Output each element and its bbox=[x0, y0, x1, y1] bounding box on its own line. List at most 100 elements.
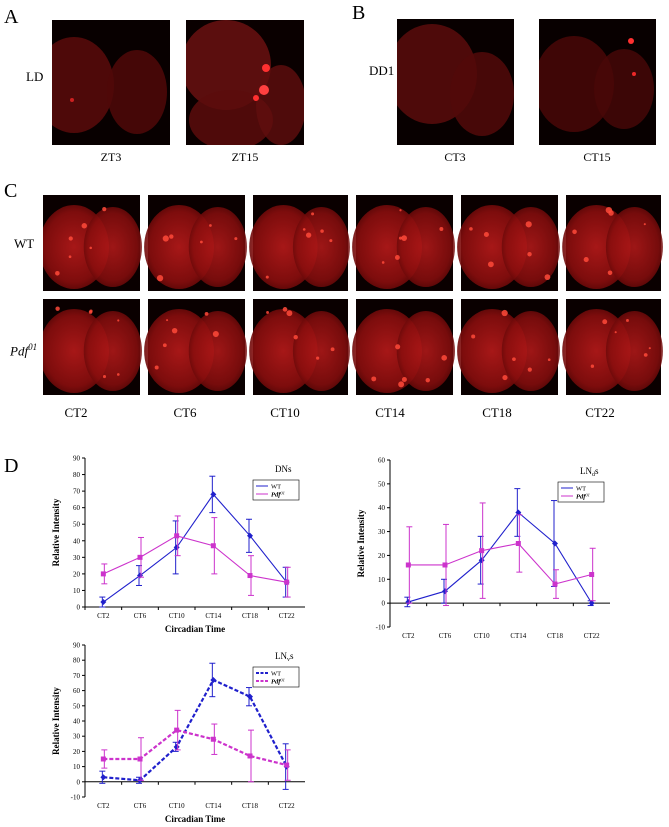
series-line bbox=[103, 493, 288, 603]
x-tick-label: CT2 bbox=[402, 632, 415, 640]
micrograph-zt15 bbox=[186, 20, 304, 145]
caption-zt3: ZT3 bbox=[100, 150, 122, 164]
data-point bbox=[442, 562, 448, 568]
y-tick-label: 90 bbox=[73, 642, 81, 650]
micrograph-zt3 bbox=[52, 20, 170, 145]
data-point bbox=[589, 572, 595, 578]
chart-lnds: -10 0 10 20 30 40 50 60 CT2 CT6 CT10 CT14 CT18 CT22 Ci… bbox=[356, 457, 610, 645]
series-line bbox=[103, 728, 287, 767]
caption-ct3: CT3 bbox=[444, 150, 466, 164]
y-tick-label: 10 bbox=[378, 576, 386, 584]
panel-letter-b: B bbox=[352, 2, 366, 24]
x-tick-label: CT10 bbox=[169, 802, 185, 810]
y-tick-label: 60 bbox=[73, 504, 81, 512]
x-tick-label: CT22 bbox=[279, 802, 295, 810]
x-tick-label: CT2 bbox=[97, 612, 110, 620]
panel-c-row-label-mutant: Pdf01 bbox=[10, 342, 38, 359]
y-tick-label: -10 bbox=[71, 794, 81, 802]
x-tick-label: CT14 bbox=[205, 802, 221, 810]
caption-zt15: ZT15 bbox=[231, 150, 259, 164]
y-tick-label: 30 bbox=[73, 733, 81, 741]
data-point bbox=[515, 509, 522, 516]
micrograph-pdf01-ct22 bbox=[562, 299, 663, 395]
y-tick-label: 0 bbox=[77, 778, 81, 786]
y-tick-label: 10 bbox=[73, 763, 81, 771]
y-tick-label: 20 bbox=[378, 552, 386, 560]
panel-c-caption-ct10: CT10 bbox=[270, 405, 300, 420]
series-pdf01 bbox=[405, 502, 596, 607]
micrograph-wt-ct6 bbox=[144, 195, 247, 291]
x-tick-label: CT6 bbox=[439, 632, 452, 640]
data-point bbox=[210, 676, 217, 683]
panel-letter-d: D bbox=[4, 455, 19, 477]
y-tick-label: 80 bbox=[73, 657, 81, 665]
y-axis-label: Relative Intensity bbox=[356, 509, 366, 577]
data-point bbox=[174, 533, 180, 539]
data-point bbox=[247, 753, 253, 759]
y-tick-label: 20 bbox=[73, 748, 81, 756]
micrograph-wt-ct14 bbox=[352, 195, 455, 291]
panel-c-grid-svg bbox=[39, 195, 663, 395]
series-wt bbox=[99, 662, 290, 790]
legend-label: Pdf01 bbox=[576, 493, 590, 501]
data-point bbox=[247, 693, 253, 700]
y-tick-label: 60 bbox=[73, 687, 81, 695]
series-pdf01 bbox=[100, 709, 291, 783]
legend-box bbox=[557, 481, 605, 503]
data-point bbox=[100, 599, 107, 606]
data-point bbox=[588, 600, 595, 607]
micrograph-pdf01-ct18 bbox=[457, 299, 560, 395]
y-axis-label: Relative Intensity bbox=[51, 687, 61, 755]
y-tick-label: 50 bbox=[73, 521, 81, 529]
y-tick-label: 40 bbox=[378, 504, 386, 512]
x-tick-label: CT22 bbox=[584, 632, 600, 640]
panel-letter-a: A bbox=[4, 6, 19, 28]
x-tick-label: CT6 bbox=[134, 612, 147, 620]
micrograph-wt-ct2 bbox=[39, 195, 142, 291]
micrograph-wt-ct18 bbox=[457, 195, 560, 291]
series-line bbox=[408, 542, 592, 585]
micrograph-pdf01-ct10 bbox=[249, 299, 350, 395]
y-tick-label: -10 bbox=[376, 624, 386, 632]
data-point bbox=[174, 727, 180, 733]
data-point bbox=[173, 743, 180, 750]
data-point bbox=[405, 562, 411, 568]
data-point bbox=[100, 756, 106, 762]
y-tick-label: 70 bbox=[73, 672, 81, 680]
panel-b-row-label: DD1 bbox=[369, 63, 395, 78]
micrograph-wt-ct22 bbox=[562, 195, 663, 291]
x-tick-label: CT14 bbox=[510, 632, 526, 640]
y-tick-label: 0 bbox=[77, 604, 81, 612]
data-point bbox=[478, 557, 485, 564]
chart-title: LNvs bbox=[275, 651, 294, 663]
caption-ct15: CT15 bbox=[583, 150, 611, 164]
panel-c-caption-ct6: CT6 bbox=[173, 405, 197, 420]
data-point bbox=[137, 756, 143, 762]
series-wt bbox=[404, 488, 595, 608]
series-pdf01 bbox=[100, 515, 291, 598]
x-tick-label: CT14 bbox=[205, 612, 221, 620]
y-tick-label: 30 bbox=[378, 528, 386, 536]
legend-label: WT bbox=[271, 671, 281, 678]
legend-label: WT bbox=[271, 484, 281, 491]
x-tick-label: CT22 bbox=[279, 612, 295, 620]
legend-label: WT bbox=[576, 486, 586, 493]
micrograph-ct3 bbox=[397, 19, 514, 145]
micrograph-ct15 bbox=[539, 19, 656, 145]
y-tick-label: 30 bbox=[73, 554, 81, 562]
x-tick-label: CT18 bbox=[242, 612, 258, 620]
x-tick-label: CT10 bbox=[169, 612, 185, 620]
x-tick-label: CT18 bbox=[242, 802, 258, 810]
micrograph-pdf01-ct2 bbox=[39, 299, 142, 395]
micrograph-wt-ct10 bbox=[249, 195, 350, 291]
data-point bbox=[405, 598, 412, 605]
panel-c-caption-ct22: CT22 bbox=[585, 405, 615, 420]
y-tick-label: 40 bbox=[73, 718, 81, 726]
data-point bbox=[515, 541, 521, 546]
x-axis-label: Circadian Time bbox=[165, 624, 225, 634]
y-tick-label: 60 bbox=[378, 457, 386, 465]
y-axis-label: Relative Intensity bbox=[51, 498, 61, 566]
